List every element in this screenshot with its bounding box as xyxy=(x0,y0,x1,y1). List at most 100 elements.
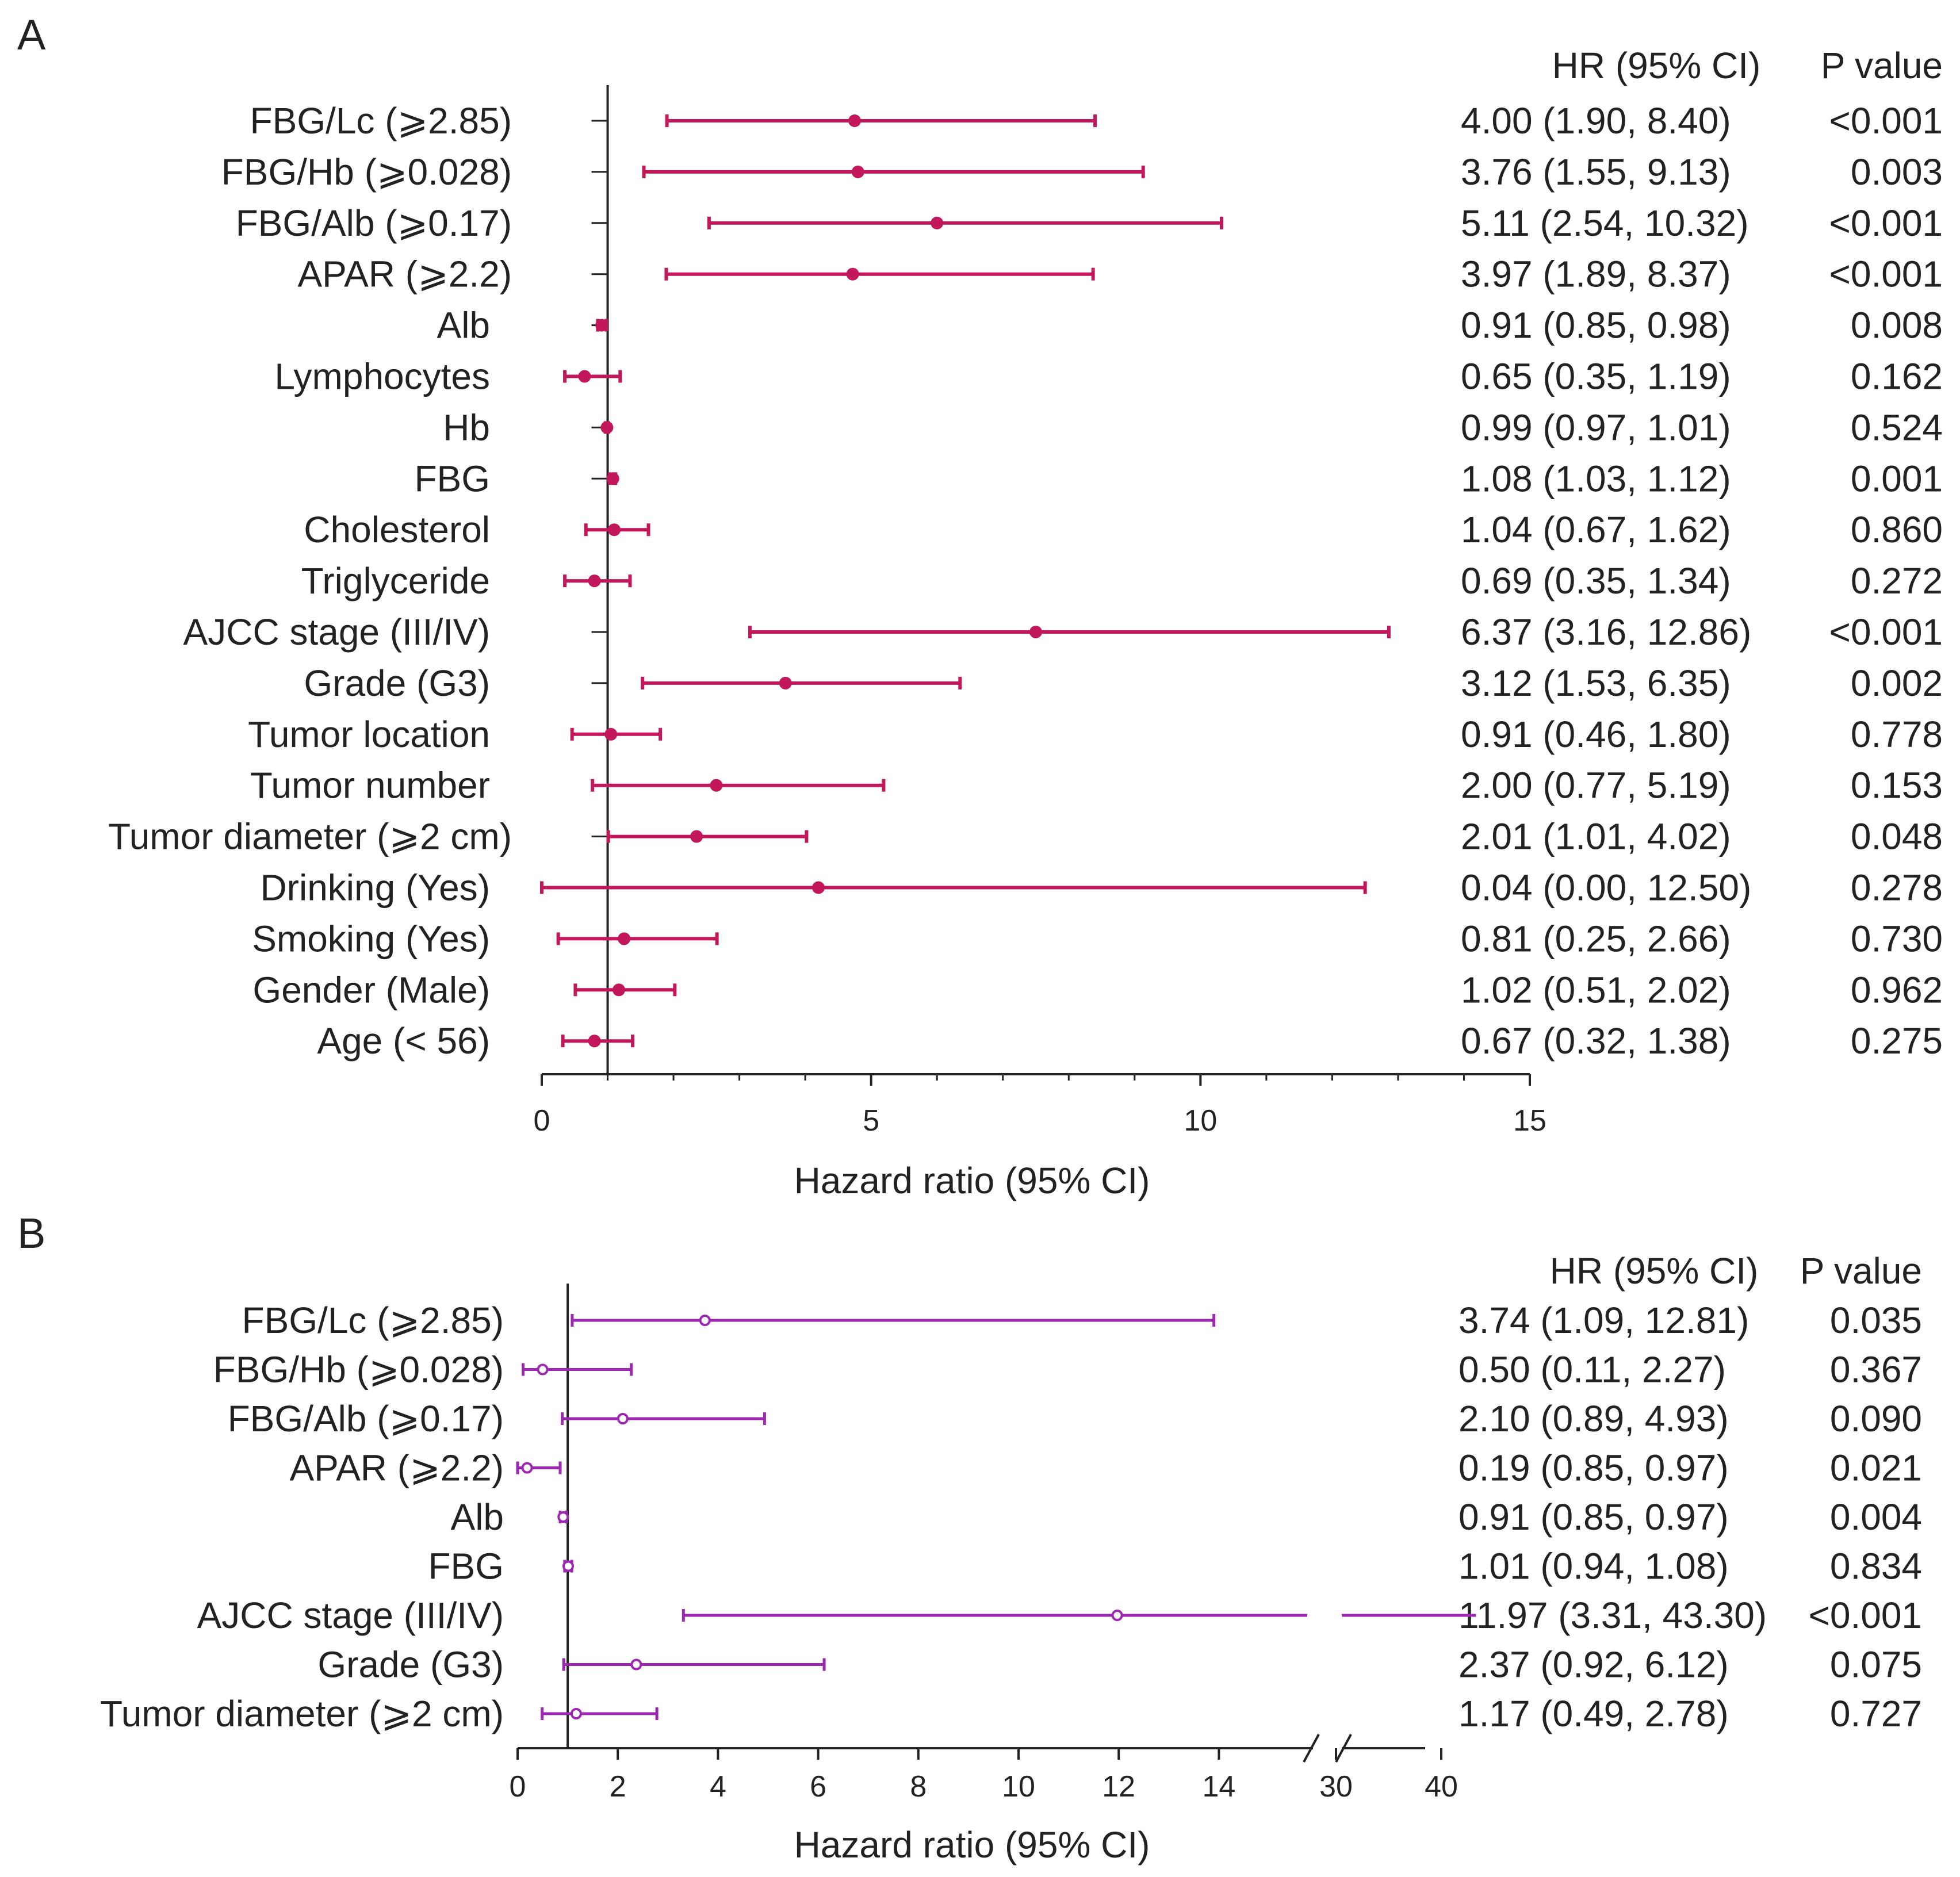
row-hr-ci: 1.02 (0.51, 2.02) xyxy=(1461,969,1731,1010)
row-hr-ci: 2.10 (0.89, 4.93) xyxy=(1458,1398,1729,1439)
row-label: Drinking (Yes) xyxy=(260,867,490,909)
row-p-value: 0.048 xyxy=(1851,816,1943,857)
row-hr-ci: 0.65 (0.35, 1.19) xyxy=(1461,356,1731,397)
row-label: Triglyceride xyxy=(301,560,490,602)
column-header-hr: HR (95% CI) xyxy=(1550,1250,1759,1292)
row-hr-ci: 0.50 (0.11, 2.27) xyxy=(1458,1349,1726,1390)
point-estimate xyxy=(846,267,859,281)
row-p-value: <0.001 xyxy=(1829,100,1943,141)
row-p-value: 0.004 xyxy=(1830,1496,1922,1538)
row-label: Tumor diameter (⩾2 cm) xyxy=(108,816,512,857)
row-p-value: 0.834 xyxy=(1830,1546,1922,1587)
row-label: AJCC stage (III/IV) xyxy=(197,1595,504,1636)
point-estimate xyxy=(1029,626,1042,638)
row-hr-ci: 2.01 (1.01, 4.02) xyxy=(1461,816,1731,857)
row-label: Age (< 56) xyxy=(317,1020,490,1062)
point-estimate xyxy=(606,472,619,485)
x-tick-label: 14 xyxy=(1202,1770,1235,1803)
row-hr-ci: 1.04 (0.67, 1.62) xyxy=(1461,509,1731,550)
point-estimate xyxy=(630,1658,642,1671)
point-estimate xyxy=(699,1315,711,1326)
point-estimate xyxy=(604,727,618,741)
point-estimate xyxy=(578,370,591,383)
row-p-value: <0.001 xyxy=(1808,1595,1922,1636)
row-label: Lymphocytes xyxy=(274,356,490,397)
row-p-value: 0.778 xyxy=(1851,714,1943,755)
row-hr-ci: 2.00 (0.77, 5.19) xyxy=(1461,765,1731,806)
row-hr-ci: 1.08 (1.03, 1.12) xyxy=(1461,458,1731,499)
row-label: Tumor location xyxy=(248,714,490,755)
row-label: Smoking (Yes) xyxy=(252,918,490,959)
x-tick-label: 5 xyxy=(863,1104,879,1137)
x-tick-label: 10 xyxy=(1184,1104,1217,1137)
point-estimate xyxy=(588,1035,601,1048)
axis-break-mark xyxy=(1303,1734,1320,1763)
row-label: FBG/Hb (⩾0.028) xyxy=(213,1349,504,1390)
row-label: Alb xyxy=(437,305,491,346)
x-tick-label: 10 xyxy=(1002,1770,1035,1803)
row-label: Hb xyxy=(443,407,490,448)
point-estimate xyxy=(779,676,792,689)
row-p-value: 0.272 xyxy=(1851,560,1943,602)
row-label: Gender (Male) xyxy=(252,969,490,1010)
point-estimate xyxy=(595,319,608,332)
row-p-value: 0.021 xyxy=(1830,1447,1922,1489)
row-hr-ci: 0.91 (0.46, 1.80) xyxy=(1461,714,1731,755)
point-estimate xyxy=(612,983,626,997)
row-label: FBG xyxy=(428,1546,504,1587)
row-hr-ci: 3.76 (1.55, 9.13) xyxy=(1461,151,1731,193)
row-label: Cholesterol xyxy=(304,509,490,550)
row-hr-ci: 0.91 (0.85, 0.98) xyxy=(1461,305,1731,346)
row-hr-ci: 1.01 (0.94, 1.08) xyxy=(1458,1546,1729,1587)
row-hr-ci: 0.04 (0.00, 12.50) xyxy=(1461,867,1751,909)
row-p-value: 0.008 xyxy=(1851,305,1943,346)
row-p-value: 0.001 xyxy=(1851,458,1943,499)
row-hr-ci: 3.74 (1.09, 12.81) xyxy=(1458,1300,1749,1341)
x-tick-label: 0 xyxy=(510,1770,526,1803)
row-label: APAR (⩾2.2) xyxy=(297,254,512,295)
x-axis-title: Hazard ratio (95% CI) xyxy=(794,1160,1150,1201)
row-p-value: <0.001 xyxy=(1829,254,1943,295)
x-tick-label: 8 xyxy=(910,1770,927,1803)
row-p-value: 0.727 xyxy=(1830,1693,1922,1734)
point-estimate xyxy=(618,932,631,945)
row-label: FBG/Hb (⩾0.028) xyxy=(221,151,512,193)
point-estimate xyxy=(588,574,601,588)
row-p-value: 0.962 xyxy=(1851,969,1943,1010)
point-estimate xyxy=(848,114,862,127)
row-p-value: 0.035 xyxy=(1830,1300,1922,1341)
row-p-value: <0.001 xyxy=(1829,611,1943,653)
row-p-value: 0.075 xyxy=(1830,1644,1922,1686)
row-hr-ci: 4.00 (1.90, 8.40) xyxy=(1461,100,1731,141)
x-axis-title: Hazard ratio (95% CI) xyxy=(794,1824,1150,1865)
point-estimate xyxy=(1111,1610,1123,1621)
point-estimate xyxy=(931,216,944,229)
row-hr-ci: 0.99 (0.97, 1.01) xyxy=(1461,407,1731,448)
row-p-value: 0.153 xyxy=(1851,765,1943,806)
row-hr-ci: 2.37 (0.92, 6.12) xyxy=(1458,1644,1729,1686)
row-label: APAR (⩾2.2) xyxy=(289,1447,504,1489)
point-estimate xyxy=(617,1413,629,1424)
column-header-p: P value xyxy=(1800,1250,1922,1292)
point-estimate xyxy=(607,523,621,537)
point-estimate xyxy=(851,165,864,178)
row-hr-ci: 0.81 (0.25, 2.66) xyxy=(1461,918,1731,959)
row-p-value: 0.524 xyxy=(1851,407,1943,448)
row-label: FBG/Alb (⩾0.17) xyxy=(228,1398,504,1439)
point-estimate xyxy=(600,421,614,434)
point-estimate xyxy=(521,1462,533,1474)
row-p-value: 0.730 xyxy=(1851,918,1943,959)
point-estimate xyxy=(812,881,825,894)
row-p-value: 0.367 xyxy=(1830,1349,1922,1390)
row-hr-ci: 3.12 (1.53, 6.35) xyxy=(1461,662,1731,704)
x-tick-label: 40 xyxy=(1425,1770,1458,1803)
row-p-value: 0.090 xyxy=(1830,1398,1922,1439)
point-estimate xyxy=(537,1363,549,1376)
point-estimate xyxy=(690,830,703,843)
row-hr-ci: 11.97 (3.31, 43.30) xyxy=(1458,1595,1767,1636)
panel-label-B: B xyxy=(17,1209,45,1257)
row-hr-ci: 3.97 (1.89, 8.37) xyxy=(1461,254,1731,295)
column-header-hr: HR (95% CI) xyxy=(1552,45,1761,86)
point-estimate xyxy=(710,779,723,792)
